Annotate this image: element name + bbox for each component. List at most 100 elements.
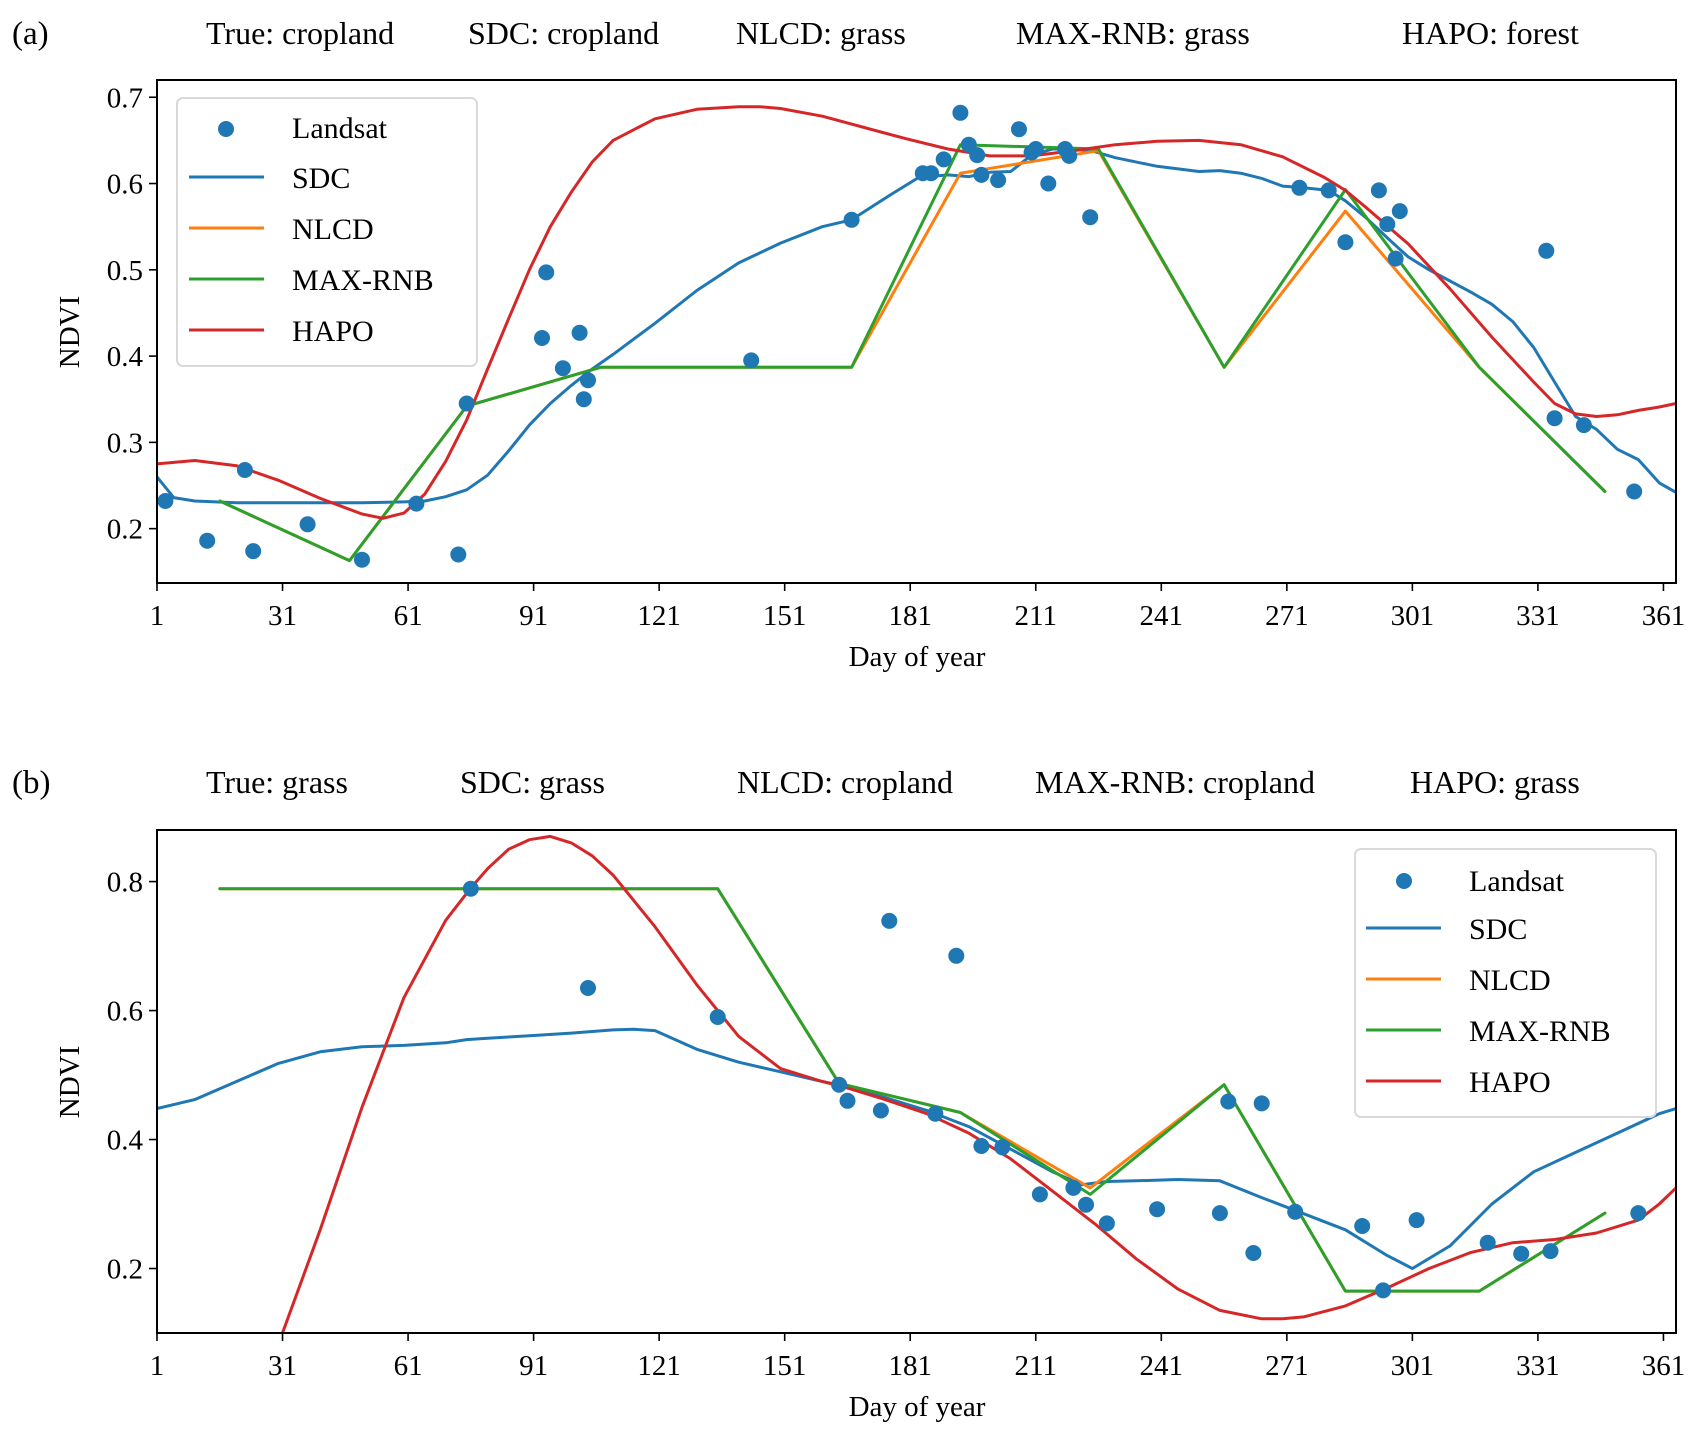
title-nlcd: NLCD: grass bbox=[736, 15, 906, 51]
landsat-point bbox=[990, 172, 1007, 189]
legend-label-landsat: Landsat bbox=[1469, 865, 1565, 898]
landsat-point bbox=[245, 543, 262, 560]
title-sdc: SDC: grass bbox=[460, 764, 605, 800]
x-tick-label: 241 bbox=[1140, 1350, 1184, 1382]
landsat-point bbox=[1630, 1205, 1647, 1222]
landsat-point bbox=[1040, 175, 1057, 192]
series-line-sdc bbox=[157, 1027, 1676, 1270]
y-tick-label: 0.6 bbox=[107, 169, 143, 201]
landsat-point bbox=[1370, 182, 1387, 199]
title-hapo: HAPO: forest bbox=[1402, 15, 1579, 51]
x-tick-label: 181 bbox=[888, 1350, 932, 1382]
panel-label: (b) bbox=[12, 765, 50, 801]
series-line-hapo bbox=[281, 834, 1676, 1333]
y-tick-label: 0.7 bbox=[107, 82, 143, 114]
landsat-point bbox=[1626, 483, 1643, 500]
landsat-point bbox=[948, 947, 965, 964]
landsat-point bbox=[1065, 1179, 1082, 1196]
landsat-point bbox=[554, 360, 571, 377]
landsat-point bbox=[935, 151, 952, 168]
x-tick-label: 121 bbox=[637, 1350, 681, 1382]
series-line-max-rnb bbox=[218, 887, 1607, 1293]
landsat-point bbox=[839, 1092, 856, 1109]
landsat-point bbox=[952, 104, 969, 121]
landsat-point bbox=[973, 1138, 990, 1154]
x-tick-label: 331 bbox=[1516, 600, 1560, 632]
landsat-point bbox=[1337, 234, 1354, 251]
x-tick-label: 151 bbox=[763, 600, 807, 632]
x-tick-label: 241 bbox=[1140, 600, 1184, 632]
legend-label-hapo: HAPO bbox=[1469, 1066, 1551, 1099]
landsat-point bbox=[1387, 250, 1404, 267]
data-layer bbox=[157, 104, 1676, 568]
x-tick-label: 1 bbox=[150, 1350, 165, 1382]
x-tick-label: 91 bbox=[519, 1350, 548, 1382]
landsat-point bbox=[1220, 1093, 1237, 1110]
y-axis-label: NDVI bbox=[54, 296, 86, 369]
x-tick-label: 271 bbox=[1265, 1350, 1309, 1382]
y-tick-label: 0.4 bbox=[107, 341, 144, 373]
landsat-point bbox=[1542, 1243, 1559, 1260]
landsat-point bbox=[236, 462, 253, 478]
axes-frame bbox=[156, 829, 1677, 1334]
landsat-point bbox=[969, 147, 986, 164]
series-line-hapo bbox=[157, 105, 1676, 520]
landsat-point bbox=[831, 1076, 848, 1093]
landsat-point bbox=[354, 551, 370, 568]
series-line-max-rnb bbox=[218, 143, 1607, 563]
y-axis-label: NDVI bbox=[54, 1046, 86, 1119]
landsat-point bbox=[1098, 1215, 1115, 1232]
landsat-point bbox=[534, 330, 550, 346]
landsat-point bbox=[743, 352, 760, 369]
x-tick-label: 211 bbox=[1015, 600, 1057, 632]
legend-box bbox=[1354, 848, 1657, 1118]
legend-box bbox=[176, 97, 478, 367]
legend-landsat-marker bbox=[218, 121, 234, 137]
axes-frame bbox=[156, 79, 1677, 584]
y-tick-label: 0.5 bbox=[107, 255, 143, 287]
plot-area: 1 31 61 91 121 151 181 211 241 271 301 331 361 0.2 0.3… bbox=[107, 79, 1685, 632]
landsat-point bbox=[1287, 1203, 1304, 1220]
landsat-point bbox=[1031, 1186, 1048, 1203]
landsat-point bbox=[923, 165, 940, 182]
title-hapo: HAPO: grass bbox=[1410, 764, 1580, 800]
legend-landsat-marker bbox=[1396, 873, 1412, 889]
legend: Landsat SDC NLCD MAX-RNB HAPO bbox=[176, 97, 478, 367]
x-tick-label: 91 bbox=[519, 600, 548, 632]
landsat-point bbox=[1061, 147, 1078, 164]
landsat-point bbox=[1513, 1245, 1530, 1262]
panel-label: (a) bbox=[12, 16, 49, 52]
x-tick-label: 331 bbox=[1516, 1350, 1560, 1382]
landsat-point bbox=[872, 1102, 889, 1119]
landsat-point bbox=[1078, 1196, 1094, 1213]
x-tick-label: 271 bbox=[1265, 600, 1309, 632]
x-tick-label: 211 bbox=[1015, 1350, 1057, 1382]
landsat-point bbox=[881, 912, 898, 929]
title-true: True: grass bbox=[206, 764, 348, 800]
data-layer bbox=[157, 834, 1676, 1333]
landsat-point bbox=[1408, 1212, 1425, 1229]
landsat-point bbox=[927, 1105, 944, 1122]
x-tick-label: 31 bbox=[268, 600, 297, 632]
landsat-point bbox=[1253, 1095, 1270, 1112]
landsat-point bbox=[450, 546, 467, 563]
landsat-point bbox=[1291, 179, 1308, 196]
landsat-point bbox=[1149, 1201, 1166, 1218]
legend-label-nlcd: NLCD bbox=[1469, 964, 1551, 997]
landsat-point bbox=[462, 880, 479, 897]
x-tick-label: 1 bbox=[150, 600, 165, 632]
landsat-point bbox=[1479, 1234, 1496, 1251]
title-sdc: SDC: cropland bbox=[468, 15, 659, 51]
x-tick-label: 61 bbox=[394, 1350, 423, 1382]
x-tick-label: 61 bbox=[394, 600, 423, 632]
x-tick-label: 301 bbox=[1391, 1350, 1435, 1382]
landsat-point bbox=[199, 532, 216, 549]
landsat-point bbox=[994, 1139, 1011, 1156]
landsat-point bbox=[1375, 1282, 1392, 1299]
landsat-point bbox=[575, 391, 592, 408]
landsat-point bbox=[408, 495, 425, 512]
landsat-point bbox=[1082, 209, 1099, 226]
x-tick-label: 121 bbox=[637, 600, 681, 632]
landsat-point bbox=[973, 166, 990, 183]
